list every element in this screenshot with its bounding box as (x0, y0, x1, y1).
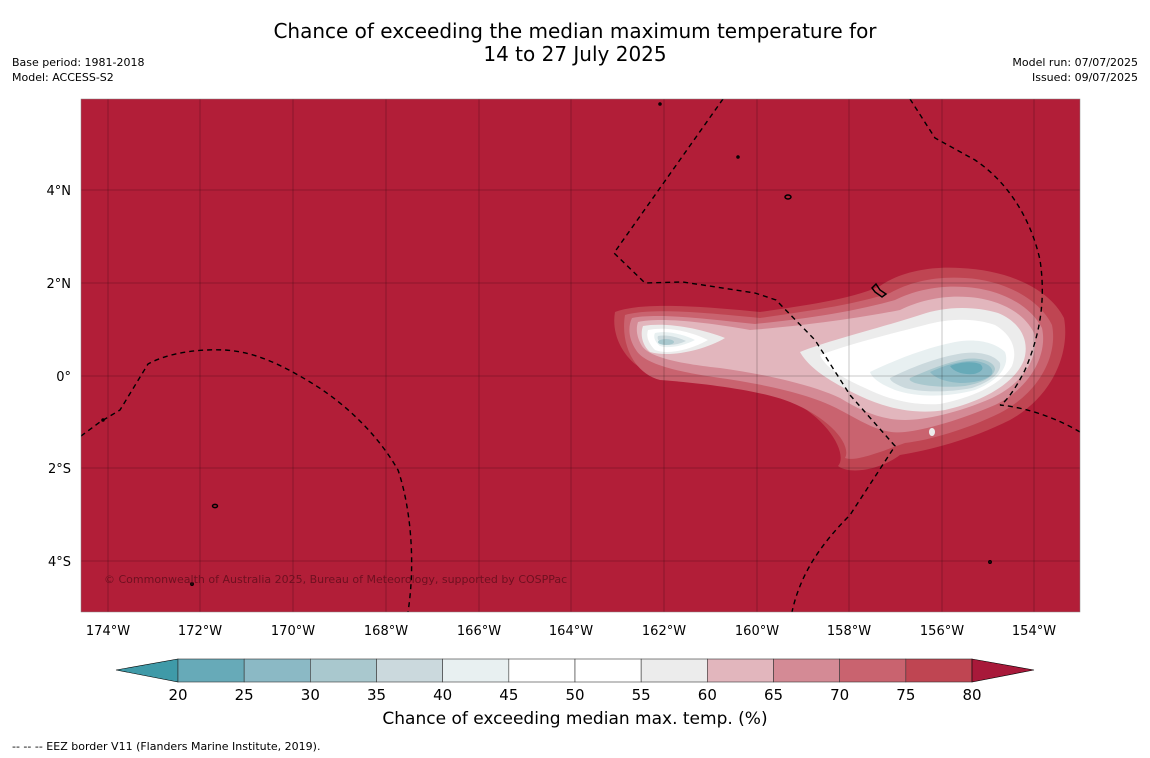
longitude-tick-label: 172°W (178, 624, 222, 639)
colorbar-tick-label: 75 (896, 686, 915, 704)
longitude-tick-label: 160°W (735, 624, 779, 639)
longitude-tick-label: 174°W (86, 624, 130, 639)
island (190, 582, 194, 586)
colorbar-cell (905, 658, 973, 683)
island (658, 102, 662, 106)
colorbar-tick-label: 40 (433, 686, 452, 704)
eez-borders (81, 99, 1080, 612)
contour-low-spot-2 (929, 428, 935, 436)
issued-text: Issued: 09/07/2025 (1031, 71, 1138, 84)
longitude-tick-label: 162°W (642, 624, 686, 639)
longitude-tick-label: 158°W (827, 624, 871, 639)
latitude-tick-label: 2°S (48, 462, 71, 477)
colorbar-cells (177, 658, 973, 683)
colorbar-cell (839, 658, 907, 683)
colorbar-cell (773, 658, 840, 683)
map-frame (80, 98, 1081, 613)
contour-low-spot (658, 339, 674, 345)
colorbar-tick-labels: 20 25 30 35 40 45 50 55 60 65 70 75 80 (168, 686, 981, 704)
eez-border-east (909, 99, 1080, 433)
island (736, 155, 740, 159)
colorbar: 20 25 30 35 40 45 50 55 60 65 70 75 80 (115, 658, 1035, 704)
colorbar-cell (508, 658, 576, 683)
islands (101, 102, 992, 586)
meta-left: Base period: 1981-2018 Model: ACCESS-S2 (12, 55, 144, 85)
longitude-tick-labels: 174°W 172°W 170°W 168°W 166°W 164°W 162°W 160°W… (86, 624, 1056, 639)
latitude-tick-label: 2°N (47, 277, 72, 292)
island (871, 282, 888, 298)
colorbar-cell (376, 658, 443, 683)
colorbar-tick-label: 65 (764, 686, 783, 704)
colorbar-cell (574, 658, 642, 683)
longitude-tick-label: 168°W (364, 624, 408, 639)
anomaly-contours (614, 267, 1066, 471)
colorbar-tick-label: 55 (632, 686, 651, 704)
eez-border-central (613, 99, 896, 612)
colorbar-tick-label: 50 (565, 686, 584, 704)
colorbar-cell (310, 658, 377, 683)
map-title-line2: 14 to 27 July 2025 (483, 42, 667, 66)
map-area: © Commonwealth of Australia 2025, Bureau… (81, 99, 1080, 612)
colorbar-title: Chance of exceeding median max. temp. (%… (382, 709, 768, 729)
colorbar-tick-label: 30 (301, 686, 320, 704)
colorbar-tick-label: 80 (962, 686, 981, 704)
model-run-text: Model run: 07/07/2025 (1012, 56, 1138, 69)
colorbar-tick-label: 60 (698, 686, 717, 704)
contour-25 (950, 362, 983, 375)
base-period-text: Base period: 1981-2018 (12, 56, 145, 69)
copyright-text: © Commonwealth of Australia 2025, Bureau… (104, 573, 567, 586)
longitude-tick-label: 170°W (271, 624, 315, 639)
colorbar-cell (707, 658, 774, 683)
island (101, 418, 105, 422)
colorbar-tick-label: 35 (367, 686, 386, 704)
eez-border-west (81, 349, 413, 612)
longitude-tick-label: 166°W (457, 624, 501, 639)
colorbar-tick-label: 70 (830, 686, 849, 704)
model-text: Model: ACCESS-S2 (12, 71, 114, 84)
colorbar-cell (442, 658, 510, 683)
colorbar-tick-label: 25 (235, 686, 254, 704)
colorbar-tick-label: 20 (168, 686, 187, 704)
colorbar-cell (177, 658, 245, 683)
island (784, 194, 792, 200)
eez-legend-note: -- -- -- EEZ border V11 (Flanders Marine… (12, 740, 321, 753)
longitude-tick-label: 164°W (549, 624, 593, 639)
island (211, 503, 219, 509)
graticule-lines (81, 99, 1080, 612)
longitude-tick-label: 154°W (1012, 624, 1056, 639)
colorbar-tick-label: 45 (499, 686, 518, 704)
colorbar-cell (243, 658, 311, 683)
colorbar-cell (640, 658, 708, 683)
latitude-tick-label: 4°S (48, 555, 71, 570)
map-figure: © Commonwealth of Australia 2025, Bureau… (47, 98, 1081, 639)
latitude-tick-labels: 4°N 2°N 0° 2°S 4°S (47, 184, 72, 570)
latitude-tick-label: 0° (56, 370, 71, 385)
island (988, 560, 992, 564)
colorbar-over-arrow (971, 658, 1035, 683)
colorbar-under-arrow (115, 658, 179, 683)
meta-right: Model run: 07/07/2025 Issued: 09/07/2025 (1012, 55, 1138, 85)
latitude-tick-label: 4°N (47, 184, 72, 199)
map-title-line1: Chance of exceeding the median maximum t… (273, 19, 877, 43)
longitude-tick-label: 156°W (920, 624, 964, 639)
